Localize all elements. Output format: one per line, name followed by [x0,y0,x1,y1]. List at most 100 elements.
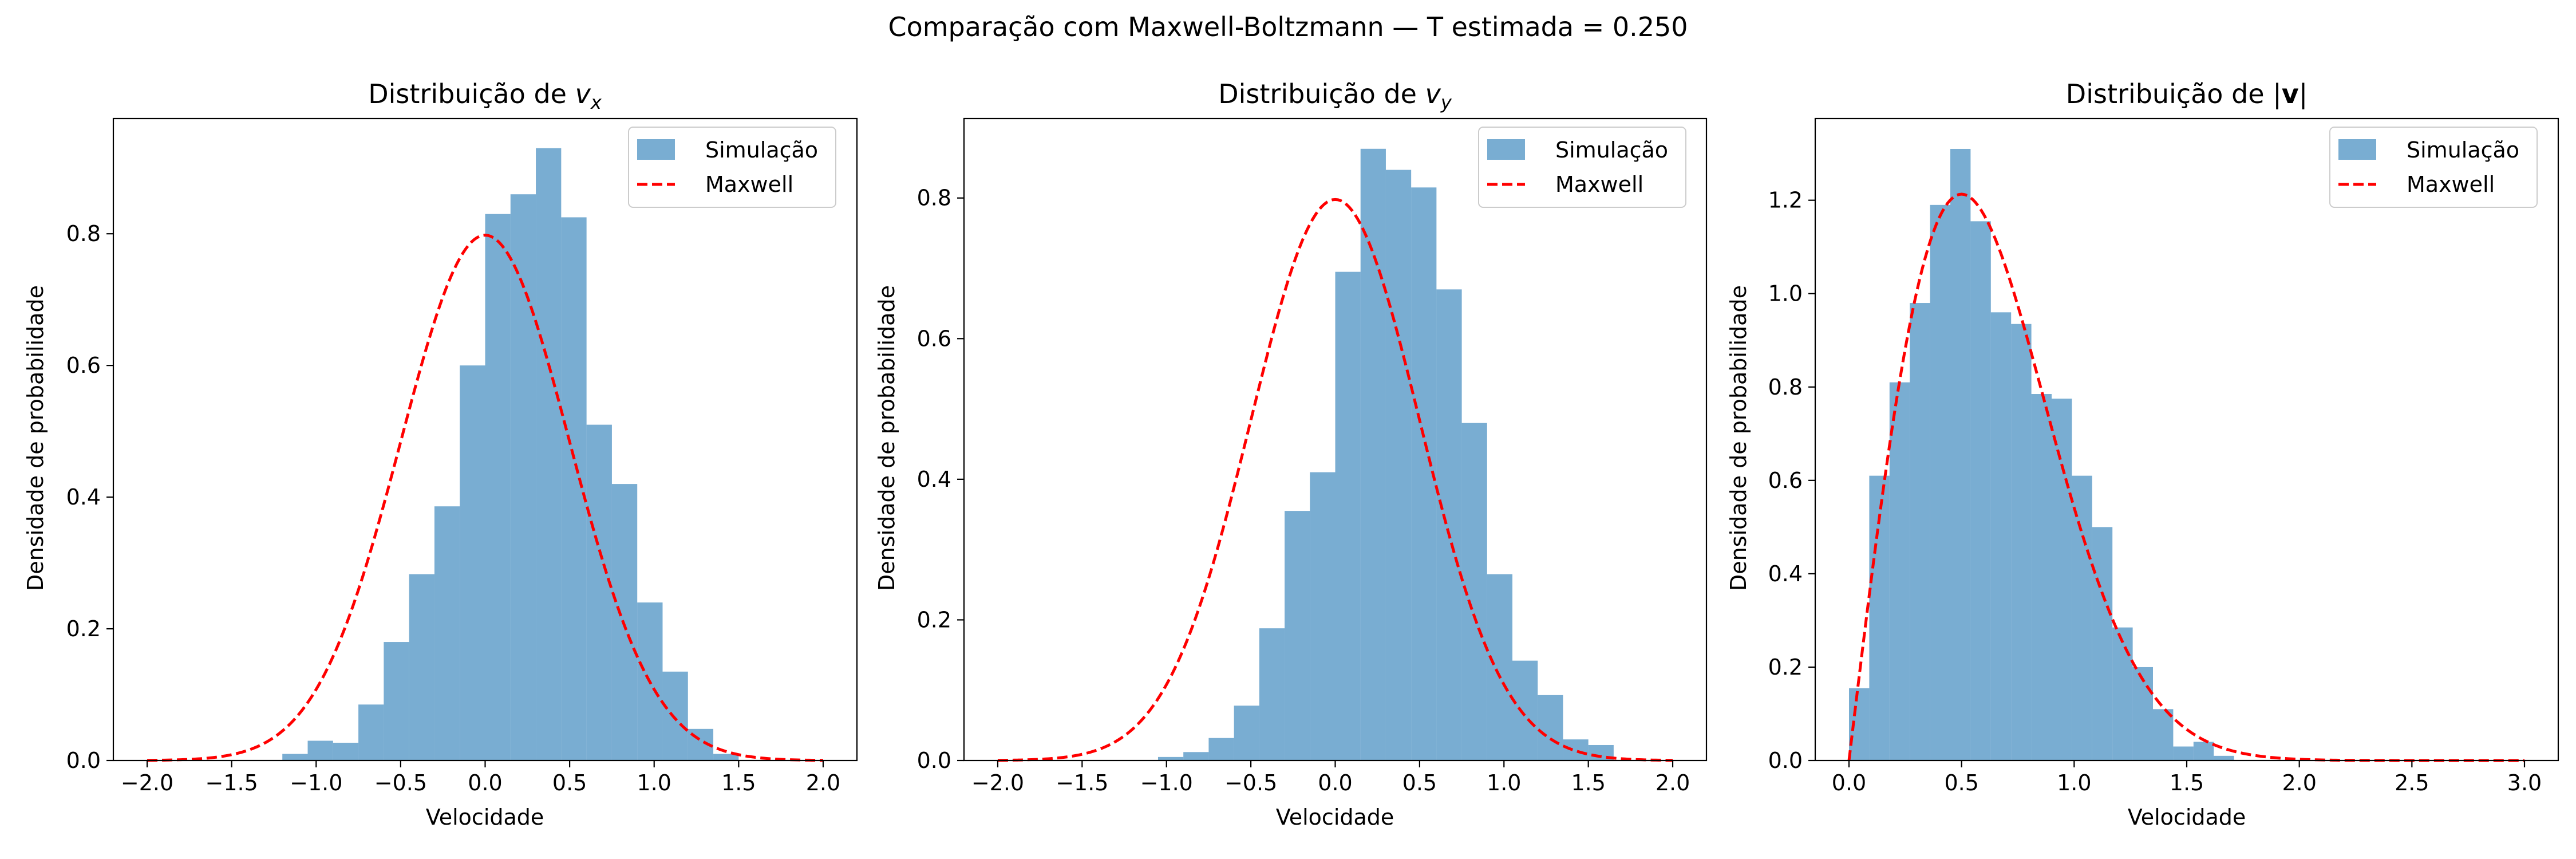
x-tick-label: 1.5 [2170,770,2204,795]
x-tick-label: −1.5 [206,770,258,795]
y-tick-label: 0.2 [1768,655,1803,680]
y-tick-label: 0.4 [66,484,101,510]
legend-frame [1478,127,1686,208]
histogram-bar [434,506,460,761]
histogram-bar [1385,170,1412,761]
y-tick-label: 0.6 [66,353,101,378]
y-tick-label: 0.0 [917,748,951,773]
y-tick-label: 0.4 [917,467,951,492]
legend-swatch-simulacao [1487,139,1525,160]
histogram-bar [1910,303,1930,761]
histogram-bar [1563,739,1589,761]
histogram-bar [2031,394,2052,761]
maxwell-curve [997,198,1673,762]
y-tick-label: 1.0 [1768,281,1803,306]
histogram-bar [333,742,359,761]
legend-label-maxwell: Maxwell [705,172,793,197]
x-tick-label: 0.0 [1318,770,1352,795]
panel-title: Distribuição de vy [1218,78,1452,113]
y-tick-label: 0.6 [1768,468,1803,493]
y-tick-label: 0.8 [1768,375,1803,400]
x-tick-label: 2.0 [2282,770,2316,795]
x-tick-label: −0.5 [1224,770,1277,795]
x-tick-label: −1.5 [1056,770,1108,795]
histogram-bar [561,217,587,761]
axes: 0.0 0.5 1.0 1.5 2.0 2.5 3.0 0.0 0.2 0.4 0.6 0.8 1.0 1… [1768,117,2559,795]
legend-frame [2329,127,2538,208]
y-tick-label: 0.0 [66,748,101,773]
histogram-bar [409,574,434,761]
x-tick-label: 3.0 [2507,770,2542,795]
x-tick-label: 1.0 [1487,770,1521,795]
legend: Simulação Maxwell [1478,127,1686,208]
panel-title: Distribuição de vx [368,78,602,113]
legend: Simulação Maxwell [628,127,836,208]
histogram-bar [1183,752,1209,761]
histogram-bar [2112,627,2133,761]
histogram-bar [2214,755,2234,761]
histogram-bar [485,214,511,761]
histogram-bar [1259,628,1285,761]
histogram-bar [1990,312,2012,761]
x-tick-label: 0.0 [1832,770,1866,795]
legend-swatch-simulacao [637,139,675,160]
y-tick-label: 0.6 [917,326,951,351]
x-tick-label: 2.0 [1656,770,1690,795]
legend-label-simulacao: Simulação [1555,137,1668,163]
x-tick-label: 2.5 [2395,770,2429,795]
histogram-bars [1849,148,2234,761]
x-tick-label: −2.0 [121,770,173,795]
histogram-bar [1436,289,1462,761]
x-tick-label: −2.0 [971,770,1024,795]
panel-speed: Distribuição de |v| 0.0 0.5 1.0 1.5 2.0 2.5 3.… [1726,78,2559,830]
histogram-bar [2092,527,2113,761]
x-tick-label: 1.5 [1571,770,1605,795]
maxwell-curve [147,234,823,762]
histogram-bar [1335,271,1361,761]
y-tick-label: 0.8 [66,221,101,246]
histogram-bar [282,754,308,761]
legend: Simulação Maxwell [2329,127,2538,208]
histogram-bar [1285,511,1310,761]
histogram-bar [2011,324,2032,761]
histogram-bar [1512,660,1538,761]
x-tick-label: 0.5 [552,770,587,795]
histogram-bar [2173,746,2194,761]
histogram-bars [282,148,739,761]
y-tick-label: 0.2 [917,607,951,632]
histogram-bar [2193,742,2214,761]
histogram-bar [713,754,739,761]
histogram-bar [1950,148,1971,761]
legend-frame [628,127,836,208]
histogram-bar [510,194,536,761]
figure-suptitle: Comparação com Maxwell-Boltzmann — T est… [888,11,1688,42]
histogram-bar [460,365,485,761]
x-tick-label: −1.0 [290,770,342,795]
histogram-bar [358,704,384,761]
histogram-bar [536,148,562,761]
y-axis-label: Densidade de probabilidade [874,285,899,591]
histogram-bar [1208,738,1234,761]
axes: −2.0 −1.5 −1.0 −0.5 0.0 0.5 1.0 1.5 2.0 0.0 0.2 0.4… [917,117,1708,795]
histogram-bar [1157,756,1184,761]
histogram-bar [586,424,612,761]
y-tick-label: 0.4 [1768,561,1803,586]
maxwell-curve-line [997,198,1673,762]
histogram-bar [1487,574,1513,761]
panel-vy: Distribuição de vy −2.0 −1.5 −1.0 −0.5 0.0 0.… [874,78,1708,830]
y-axis-label: Densidade de probabilidade [23,285,48,591]
histogram-bar [1889,382,1910,761]
x-tick-label: −1.0 [1140,770,1193,795]
x-tick-label: 2.0 [806,770,840,795]
x-axis-label: Velocidade [1276,805,1394,830]
y-axis-label: Densidade de probabilidade [1726,285,1751,591]
x-tick-label: −0.5 [374,770,427,795]
x-tick-label: 1.5 [721,770,756,795]
x-tick-label: 0.5 [1402,770,1437,795]
y-tick-label: 0.2 [66,616,101,641]
histogram-bar [2132,667,2153,761]
histogram-bar [1310,472,1336,761]
panel-title: Distribuição de |v| [2066,78,2308,110]
y-tick-label: 0.0 [1768,748,1803,773]
histogram-bar [1538,695,1563,761]
